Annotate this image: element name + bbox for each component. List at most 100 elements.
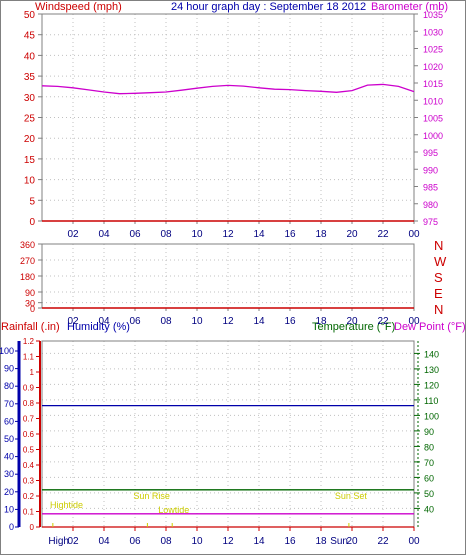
xtick-label-p2-6: 14 — [253, 316, 265, 327]
event-label-lowtide: Lowtide — [158, 505, 189, 515]
xtick-label-p2-9: 20 — [346, 316, 358, 327]
wind-tick-label-0: 0 — [29, 217, 35, 228]
temp-tick-label-130: 130 — [424, 365, 439, 375]
xtick-label-p2-3: 08 — [160, 316, 172, 327]
wind-tick-label-50: 50 — [24, 10, 36, 21]
windspeed-axis-title: Windspeed (mph) — [35, 1, 122, 13]
xtick-label-p2-7: 16 — [284, 316, 296, 327]
xtick-label-p3-5: 12 — [222, 536, 234, 547]
xtick-label-p1-2: 06 — [129, 229, 141, 240]
baro-tick-label-990: 990 — [423, 165, 438, 175]
dir-tick-label-90: 90 — [25, 288, 35, 298]
humidity-tick-label-20: 20 — [4, 487, 14, 497]
dir-tick-label-180: 180 — [20, 272, 35, 282]
baro-tick-label-1000: 1000 — [423, 131, 443, 141]
compass-label-w-1: W — [434, 254, 447, 269]
dewpoint-axis-title: Dew Point (°F) — [394, 321, 466, 333]
baro-tick-label-1005: 1005 — [423, 114, 443, 124]
humidity-axis-title: Humidity (%) — [67, 321, 130, 333]
compass-label-n-0: N — [434, 238, 443, 253]
xtick-label-p1-0: 02 — [67, 229, 79, 240]
wind-tick-label-15: 15 — [24, 155, 36, 166]
xtick-label-p3-4: 10 — [191, 536, 203, 547]
rain-tick-label-0.5: 0.5 — [23, 446, 35, 455]
baro-tick-label-980: 980 — [423, 200, 438, 210]
xtick-label-p3-3: 08 — [160, 536, 172, 547]
rain-tick-label-0.9: 0.9 — [23, 384, 35, 393]
xtick-overlay-sun: Sun — [330, 536, 348, 547]
xtick-label-p1-7: 16 — [284, 229, 296, 240]
rain-tick-label-0.1: 0.1 — [23, 508, 35, 517]
xtick-label-p3-0: 02 — [67, 536, 79, 547]
humidity-tick-label-10: 10 — [4, 504, 14, 514]
xtick-label-p2-2: 06 — [129, 316, 141, 327]
temp-tick-label-60: 60 — [424, 473, 434, 483]
humidity-tick-label-80: 80 — [4, 381, 14, 391]
humidity-tick-label-60: 60 — [4, 416, 14, 426]
wind-tick-label-35: 35 — [24, 72, 36, 83]
dir-tick-label-30: 30 — [25, 299, 35, 309]
xtick-label-p2-4: 10 — [191, 316, 203, 327]
xtick-label-p3-9: 20 — [346, 536, 358, 547]
temp-tick-label-120: 120 — [424, 380, 439, 390]
rain-tick-label-0.7: 0.7 — [23, 415, 35, 424]
rain-tick-label-0.6: 0.6 — [23, 430, 35, 439]
xtick-label-p1-11: 00 — [408, 229, 420, 240]
baro-tick-label-985: 985 — [423, 183, 438, 193]
humidity-tick-label-0: 0 — [9, 522, 14, 532]
humidity-tick-label-30: 30 — [4, 469, 14, 479]
wind-tick-label-10: 10 — [24, 176, 36, 187]
barometer-axis-title: Barometer (mb) — [371, 1, 448, 13]
baro-tick-label-1025: 1025 — [423, 45, 443, 55]
xtick-label-p1-5: 12 — [222, 229, 234, 240]
humidity-tick-label-100: 100 — [0, 346, 14, 356]
compass-label-e-3: E — [434, 286, 443, 301]
barometer-series-line — [41, 83, 415, 95]
baro-tick-label-1015: 1015 — [423, 79, 443, 89]
dir-tick-label-0: 0 — [30, 304, 35, 314]
humidity-tick-label-40: 40 — [4, 452, 14, 462]
rain-tick-label-0.8: 0.8 — [23, 399, 35, 408]
humidity-tick-label-90: 90 — [4, 364, 14, 374]
humidity-tick-label-70: 70 — [4, 399, 14, 409]
xtick-label-p1-10: 22 — [377, 229, 389, 240]
chart-title: 24 hour graph day : September 18 2012 — [171, 1, 366, 13]
rain-tick-label-1: 1 — [30, 368, 35, 377]
event-label-sun-set: Sun Set — [335, 491, 368, 501]
event-label-sun-rise: Sun Rise — [133, 491, 170, 501]
humidity-tick-label-50: 50 — [4, 434, 14, 444]
temp-tick-label-100: 100 — [424, 411, 439, 421]
wind-tick-label-5: 5 — [29, 196, 35, 207]
rain-tick-label-0: 0 — [30, 523, 35, 532]
xtick-label-p2-11: 00 — [408, 316, 420, 327]
xtick-label-p3-7: 16 — [284, 536, 296, 547]
xtick-label-p2-0: 02 — [67, 316, 79, 327]
baro-tick-label-1010: 1010 — [423, 96, 443, 106]
temp-tick-label-50: 50 — [424, 489, 434, 499]
xtick-label-p2-5: 12 — [222, 316, 234, 327]
xtick-label-p1-9: 20 — [346, 229, 358, 240]
xtick-label-p1-1: 04 — [98, 229, 110, 240]
wind-tick-label-20: 20 — [24, 134, 36, 145]
xtick-label-p1-4: 10 — [191, 229, 203, 240]
rainfall-axis-title: Rainfall (.in) — [1, 321, 60, 333]
wind-tick-label-25: 25 — [24, 114, 36, 125]
compass-label-n-4: N — [434, 302, 443, 317]
rain-tick-label-0.2: 0.2 — [23, 492, 35, 501]
xtick-label-p2-8: 18 — [315, 316, 327, 327]
xtick-overlay-high: High — [48, 536, 69, 547]
xtick-label-p1-8: 18 — [315, 229, 327, 240]
baro-tick-label-975: 975 — [423, 217, 438, 227]
xtick-label-p1-3: 08 — [160, 229, 172, 240]
xtick-label-p3-11: 00 — [408, 536, 420, 547]
temp-tick-label-40: 40 — [424, 504, 434, 514]
xtick-label-p1-6: 14 — [253, 229, 265, 240]
temp-tick-label-90: 90 — [424, 427, 434, 437]
wind-tick-label-45: 45 — [24, 31, 36, 42]
wind-tick-label-30: 30 — [24, 93, 36, 104]
temp-tick-label-110: 110 — [424, 396, 438, 406]
rain-tick-label-0.3: 0.3 — [23, 477, 35, 486]
xtick-label-p3-2: 06 — [129, 536, 141, 547]
temp-tick-label-80: 80 — [424, 442, 434, 452]
temp-tick-label-70: 70 — [424, 458, 434, 468]
